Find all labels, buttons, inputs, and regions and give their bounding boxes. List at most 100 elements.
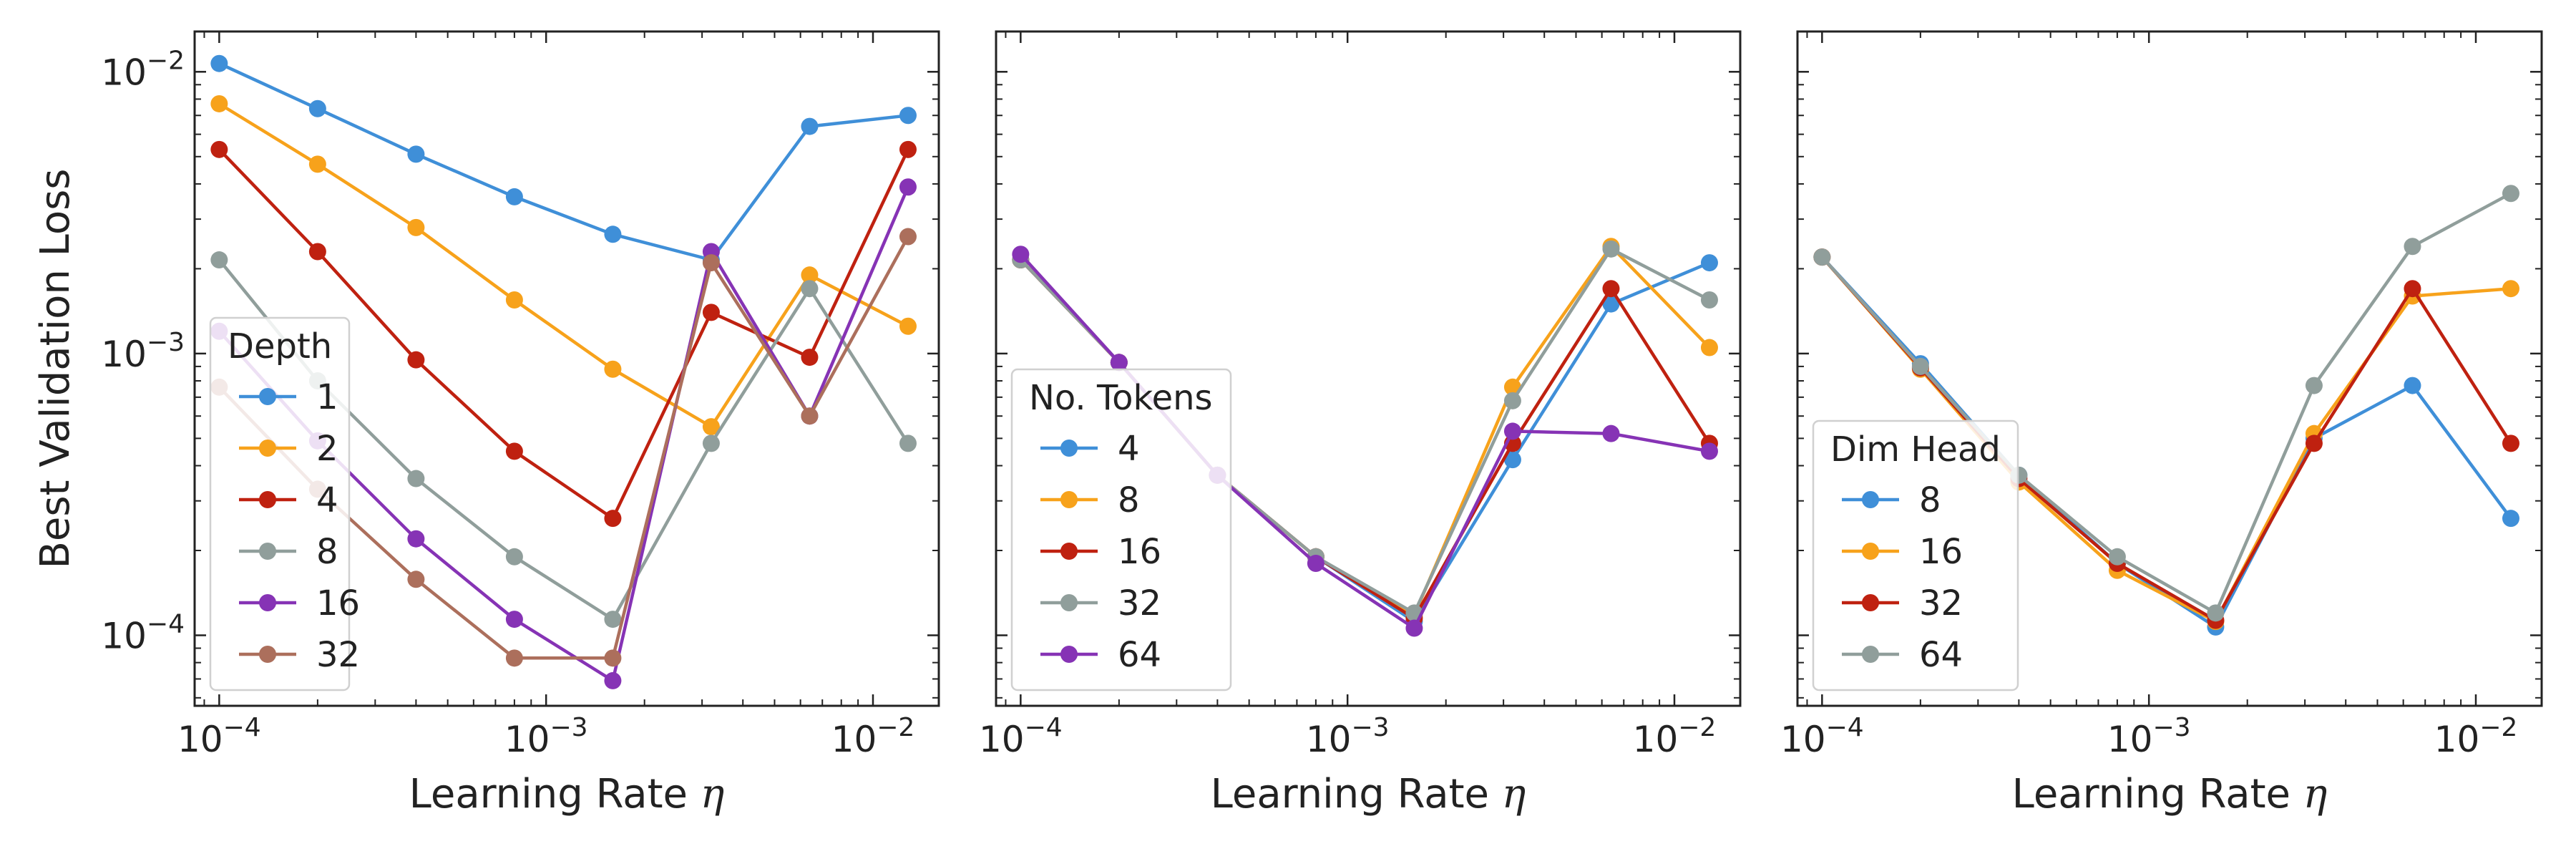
legend-swatch-marker [259,491,276,508]
data-point [1503,422,1521,440]
chart-panel-3: 10−4 10−3 10−2 Dim Head 8 16 32 64 Learning Rate… [1780,30,2543,817]
legend-entry-label: 8 [1118,480,1140,520]
legend-entry-label: 4 [1118,429,1140,469]
data-point [308,155,326,173]
legend-swatch-marker [1862,594,1879,611]
chart-panel-2: 10−4 10−3 10−2 No. Tokens 4 8 16 32 64 Learning R… [979,30,1742,817]
series-line-4 [218,148,910,520]
legend-swatch-marker [1862,543,1879,560]
data-point [2305,377,2323,394]
data-point [505,442,523,460]
legend: Depth 1 2 4 8 16 32 [209,316,360,691]
data-point [505,548,523,566]
data-point [801,407,819,425]
x-tick-label: 10−3 [2107,713,2191,760]
x-tick-label: 10−4 [979,713,1063,760]
x-axis-title: Learning Rate η [1211,771,1526,817]
legend-swatch-marker [259,543,276,560]
data-point [702,254,720,272]
legend-swatch-marker [1060,594,1078,611]
data-point [505,188,523,205]
data-point [1503,451,1521,469]
legend-entry-label: 32 [1919,583,1963,623]
data-point [2502,280,2519,298]
legend-entry-label: 32 [1118,583,1161,623]
data-point [801,117,819,135]
series-line-64 [1820,192,2512,615]
legend-swatch-marker [1060,491,1078,508]
data-point [505,291,523,309]
data-point [702,435,720,452]
legend-swatch-marker [259,440,276,457]
legend: No. Tokens 4 8 16 32 64 [1010,368,1232,691]
data-point [210,140,228,158]
data-point [1503,392,1521,409]
x-tick-label: 10−2 [2434,713,2518,760]
data-point [899,317,917,335]
plot-frame [1796,30,2543,707]
x-tick-label: 10−2 [831,713,915,760]
data-point [702,304,720,321]
plot-frame [193,30,940,707]
data-point [1602,424,1620,442]
data-point [407,530,425,548]
legend-title: No. Tokens [1029,378,1213,418]
series-line-1 [218,62,909,262]
legend-swatch-marker [259,646,276,663]
x-axis-title: Learning Rate η [409,771,725,817]
series-line-2 [218,102,909,429]
data-point [1911,357,1929,375]
data-point [1700,442,1718,460]
data-point [1700,339,1718,356]
x-tick-label: 10−3 [504,713,588,760]
data-point [1012,246,1030,263]
data-point [1307,555,1324,573]
data-point [1813,248,1831,266]
data-point [604,649,622,667]
data-point [2502,435,2519,452]
data-point [1110,354,1128,372]
data-point [604,510,622,528]
legend-entry-label: 64 [1118,635,1161,675]
data-point [899,435,917,452]
data-point [210,94,228,112]
data-point [210,54,228,72]
data-point [2502,185,2519,203]
y-tick-label: 10−3 [101,328,185,375]
legend-entry-label: 8 [1919,480,1941,520]
data-point [1405,619,1423,637]
legend-swatch-marker [259,388,276,405]
data-point [2207,604,2225,622]
data-point [604,671,622,689]
data-point [1602,240,1620,258]
y-tick-label: 10−2 [101,46,185,93]
data-point [899,140,917,158]
data-point [308,243,326,261]
data-point [308,100,326,117]
y-axis-title: Best Validation Loss [32,169,79,569]
legend-entry-label: 16 [1118,532,1161,572]
x-tick-label: 10−4 [177,713,261,760]
legend: Dim Head 8 16 32 64 [1812,419,2019,691]
legend-title: Depth [228,326,332,367]
legend-entry-label: 64 [1919,635,1963,675]
data-point [899,107,917,125]
data-point [505,611,523,629]
data-point [2404,238,2421,256]
chart-panel-1: 10−4 10−3 10−2 10−4 10−3 10−2 Depth 1 2 4 8 16 32 Lea… [101,30,940,817]
data-point [2305,435,2323,452]
data-point [801,349,819,367]
legend-box [1812,419,2019,691]
legend-swatch-marker [1060,543,1078,560]
x-tick-label: 10−2 [1633,713,1717,760]
legend-swatch-marker [1862,646,1879,663]
data-point [604,360,622,378]
data-point [407,470,425,487]
data-point [2404,280,2421,298]
data-point [604,611,622,629]
x-tick-label: 10−4 [1780,713,1864,760]
data-point [1700,291,1718,309]
data-point [210,251,228,269]
legend-swatch-marker [1862,491,1879,508]
legend-entry-label: 1 [316,377,338,417]
